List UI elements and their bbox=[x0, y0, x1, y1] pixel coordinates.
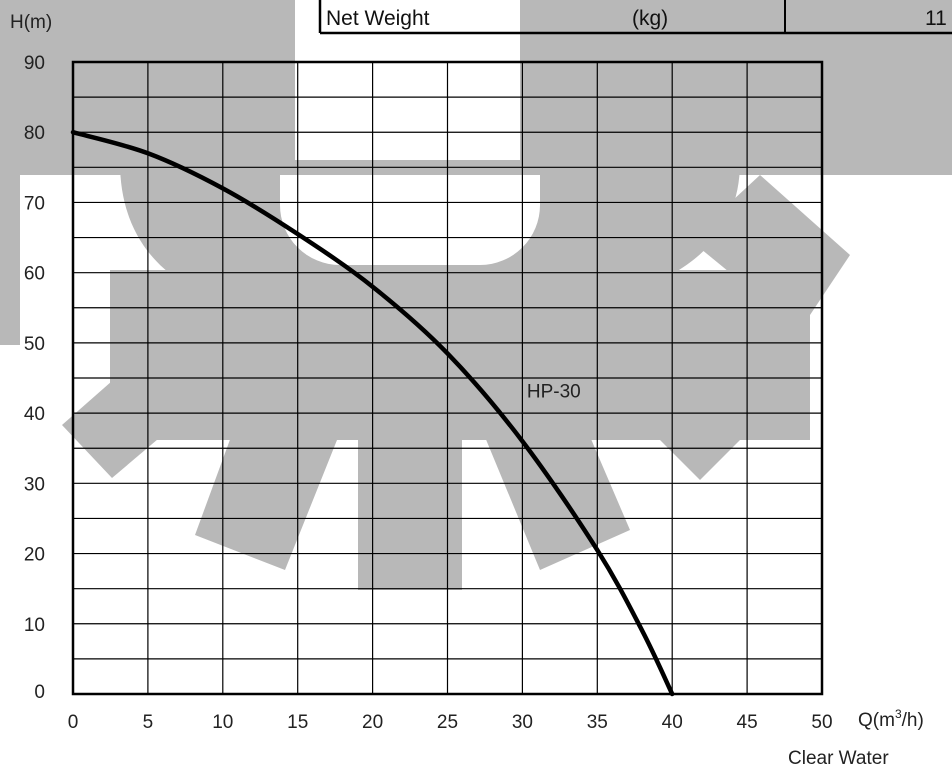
y-tick-label: 40 bbox=[24, 404, 45, 425]
spec-value: 11 bbox=[925, 7, 947, 30]
watermark-gear-tooth-far-left bbox=[62, 330, 210, 478]
clear-water-note: Clear Water bbox=[788, 748, 889, 769]
x-axis-title-main: Q(m bbox=[858, 710, 895, 731]
watermark-gear-tooth-edge-right bbox=[690, 175, 850, 330]
watermark-logo bbox=[0, 0, 952, 590]
spec-unit: (kg) bbox=[632, 7, 668, 30]
watermark-gear-tooth-edge-left bbox=[0, 175, 20, 345]
x-tick-label: 10 bbox=[212, 712, 233, 733]
x-tick-label: 5 bbox=[143, 712, 154, 733]
x-tick-label: 0 bbox=[68, 712, 79, 733]
curves: HP-30 bbox=[70, 129, 675, 697]
x-tick-label: 50 bbox=[811, 712, 832, 733]
plot-border bbox=[71, 60, 824, 696]
x-tick-label: 40 bbox=[662, 712, 683, 733]
watermark-counter-inner bbox=[295, 0, 520, 160]
watermark-letter-u bbox=[120, 0, 740, 300]
y-tick-labels: 0 10 20 30 40 50 60 70 80 90 bbox=[24, 53, 45, 703]
x-tick-label: 20 bbox=[362, 712, 383, 733]
y-tick-label: 70 bbox=[24, 193, 45, 214]
watermark-gear-tooth-center bbox=[358, 300, 462, 590]
x-tick-label: 15 bbox=[287, 712, 308, 733]
x-tick-label: 45 bbox=[737, 712, 758, 733]
x-axis-title-superscript: 3 bbox=[895, 707, 902, 721]
series-label-hp-30: HP-30 bbox=[527, 382, 581, 403]
y-tick-label: 60 bbox=[24, 264, 45, 285]
y-axis-title: H(m) bbox=[10, 12, 52, 33]
x-tick-label: 35 bbox=[587, 712, 608, 733]
plot-frame bbox=[71, 60, 824, 696]
y-tick-label: 50 bbox=[24, 334, 45, 355]
x-axis-title: Q(m3/h) bbox=[858, 707, 924, 731]
spec-label: Net Weight bbox=[326, 7, 430, 30]
series-line-hp-30 bbox=[70, 129, 675, 697]
y-tick-label: 80 bbox=[24, 123, 45, 144]
x-tick-label: 25 bbox=[437, 712, 458, 733]
x-axis-title-tail: /h) bbox=[902, 710, 924, 731]
y-tick-label: 30 bbox=[24, 474, 45, 495]
y-tick-label: 0 bbox=[34, 682, 45, 703]
spec-table-row: Net Weight (kg) 11 bbox=[318, 0, 952, 35]
x-tick-label: 30 bbox=[512, 712, 533, 733]
watermark-gear-tooth-left bbox=[195, 385, 345, 570]
watermark-gear-tooth-far-right bbox=[600, 320, 760, 480]
y-tick-label: 20 bbox=[24, 545, 45, 566]
y-tick-label: 10 bbox=[24, 615, 45, 636]
x-tick-labels: 0 5 10 15 20 25 30 35 40 45 50 bbox=[68, 712, 833, 733]
y-tick-label: 90 bbox=[24, 53, 45, 74]
